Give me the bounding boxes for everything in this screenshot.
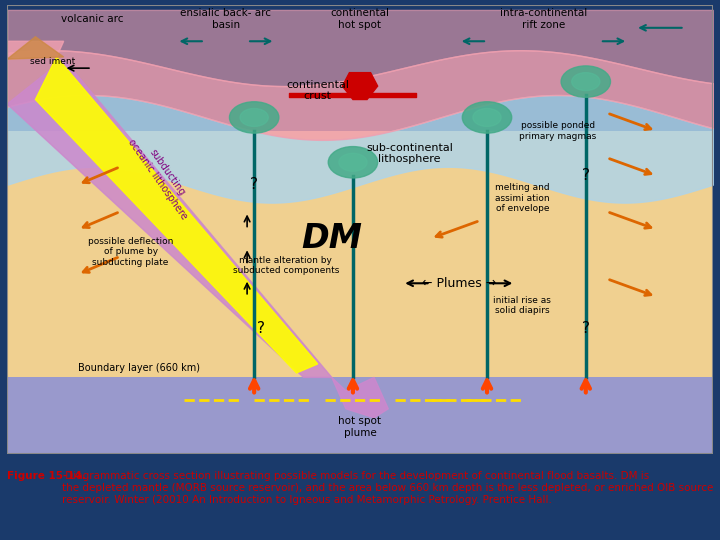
Text: Diagrammatic cross section illustrating possible models for the development of c: Diagrammatic cross section illustrating … xyxy=(61,471,713,504)
Text: ?: ? xyxy=(582,321,590,335)
Text: ?: ? xyxy=(250,177,258,192)
Polygon shape xyxy=(35,57,318,373)
Text: DM: DM xyxy=(301,222,362,255)
Text: subducting
oceanic lithosphere: subducting oceanic lithosphere xyxy=(126,130,199,221)
Circle shape xyxy=(230,102,279,133)
Text: sed iment: sed iment xyxy=(30,57,76,66)
Text: ?: ? xyxy=(582,168,590,183)
Circle shape xyxy=(240,109,269,126)
Polygon shape xyxy=(7,37,63,59)
Text: ← Plumes →: ← Plumes → xyxy=(422,277,496,290)
Circle shape xyxy=(561,66,611,97)
Text: ensialic back- arc
basin: ensialic back- arc basin xyxy=(181,8,271,30)
FancyBboxPatch shape xyxy=(7,131,713,377)
Polygon shape xyxy=(7,41,63,59)
Text: melting and
assimi ation
of envelope: melting and assimi ation of envelope xyxy=(495,183,549,213)
Text: continental
crust: continental crust xyxy=(286,80,349,102)
Circle shape xyxy=(572,72,600,91)
Text: ?: ? xyxy=(257,321,265,335)
Text: mantle alteration by
subducted components: mantle alteration by subducted component… xyxy=(233,255,339,275)
Text: possible ponded
primary magmas: possible ponded primary magmas xyxy=(519,121,596,140)
Circle shape xyxy=(462,102,512,133)
Text: hot spot
plume: hot spot plume xyxy=(338,416,382,437)
Polygon shape xyxy=(343,72,377,99)
Text: volcanic arc: volcanic arc xyxy=(60,14,123,24)
Polygon shape xyxy=(7,59,332,377)
Text: Boundary layer (660 km): Boundary layer (660 km) xyxy=(78,363,199,374)
Text: continental
hot spot: continental hot spot xyxy=(330,8,390,30)
Text: possible deflection
of plume by
subducting plate: possible deflection of plume by subducti… xyxy=(88,237,174,267)
Circle shape xyxy=(339,153,367,171)
FancyBboxPatch shape xyxy=(7,377,713,454)
Text: Figure 15-14.: Figure 15-14. xyxy=(7,471,86,482)
Circle shape xyxy=(328,146,377,178)
Text: intra-continental
rift zone: intra-continental rift zone xyxy=(500,8,587,30)
Circle shape xyxy=(473,109,501,126)
Text: sub-continental
lithosphere: sub-continental lithosphere xyxy=(366,143,453,164)
Polygon shape xyxy=(332,377,388,418)
Text: initial rise as
solid diapirs: initial rise as solid diapirs xyxy=(493,296,552,315)
